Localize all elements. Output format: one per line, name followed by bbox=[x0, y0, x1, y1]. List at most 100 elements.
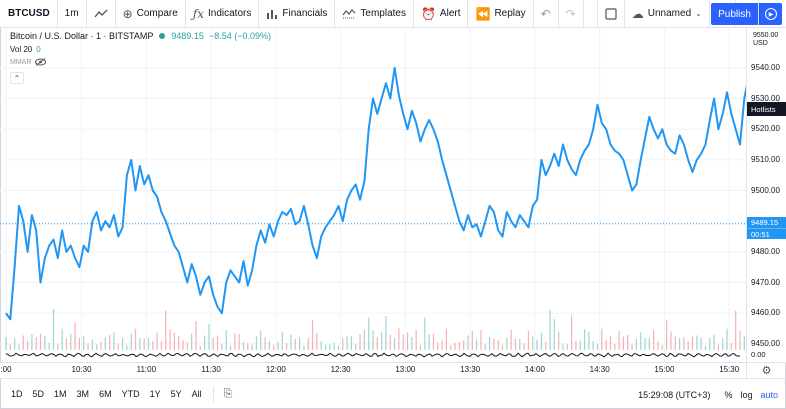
volume-bar bbox=[743, 335, 745, 350]
axis-currency: USD bbox=[753, 40, 768, 47]
volume-bar bbox=[506, 337, 508, 350]
layout-menu-button[interactable]: ☁ Unnamed ⌄ bbox=[625, 0, 710, 28]
price-axis[interactable]: 9550.00 USD 9540.00 9530.00 9520.00 9510.00 9… bbox=[746, 28, 786, 362]
volume-bar bbox=[648, 338, 650, 350]
volume-label[interactable]: Vol 20 bbox=[10, 45, 33, 54]
range-button-5y[interactable]: 5Y bbox=[170, 389, 182, 399]
range-button-3m[interactable]: 3M bbox=[76, 389, 90, 399]
indicators-button[interactable]: ƒx Indicators bbox=[186, 0, 260, 28]
volume-bar bbox=[596, 343, 599, 350]
volume-bar bbox=[722, 338, 724, 350]
range-button-5d[interactable]: 5D bbox=[32, 389, 45, 399]
undo-button[interactable]: ↶ bbox=[534, 0, 559, 28]
axis-top-value: 9550.00 bbox=[753, 32, 779, 39]
volume-bar bbox=[238, 334, 240, 350]
volume-bar bbox=[376, 337, 378, 350]
volume-bar bbox=[130, 333, 132, 350]
price-tick: 9540.00 bbox=[751, 62, 780, 72]
price-chart[interactable] bbox=[0, 28, 746, 362]
indicator-pane-line bbox=[5, 352, 741, 358]
fullscreen-square-button[interactable] bbox=[596, 0, 625, 28]
volume-bar bbox=[571, 315, 573, 350]
volume-bar bbox=[519, 338, 521, 350]
axis-settings-button[interactable]: ⚙ bbox=[746, 362, 786, 378]
volume-bar bbox=[441, 340, 443, 350]
volume-bar bbox=[735, 310, 737, 350]
price-series-line bbox=[5, 66, 746, 321]
volume-bar bbox=[532, 336, 534, 350]
bottom-toolbar: 1D 5D 1M 3M 6M YTD 1Y 5Y All ⎘ 15:29:08 (UTC+3) … bbox=[0, 378, 786, 409]
clock-timezone[interactable]: 15:29:08 (UTC+3) bbox=[638, 389, 711, 400]
volume-bar bbox=[303, 345, 305, 350]
volume-bar bbox=[463, 340, 465, 350]
hotlists-button[interactable]: Hotlists bbox=[747, 102, 786, 116]
volume-bar bbox=[277, 341, 279, 350]
go-to-date-button[interactable]: ⎘ bbox=[220, 388, 237, 401]
symbol-search-button[interactable]: BTCUSD bbox=[0, 0, 58, 28]
volume-bar bbox=[281, 331, 283, 350]
volume-bar bbox=[670, 331, 672, 350]
interval-button[interactable]: 1m bbox=[58, 0, 87, 28]
time-tick: 15:30 bbox=[719, 365, 740, 374]
volume-bar bbox=[156, 332, 158, 350]
redo-button[interactable]: ↷ bbox=[559, 0, 584, 28]
collapse-legend-button[interactable]: ⌃ bbox=[10, 72, 24, 84]
countdown-value: 00:51 bbox=[751, 230, 770, 239]
auto-scale-toggle[interactable]: auto bbox=[760, 389, 778, 400]
volume-bar bbox=[109, 335, 111, 350]
time-axis[interactable]: :00 10:30 11:00 11:30 12:00 12:30 13:00 13:30 14… bbox=[0, 362, 746, 378]
financials-button[interactable]: Financials bbox=[259, 0, 336, 28]
volume-bar bbox=[113, 332, 115, 350]
volume-bar bbox=[592, 341, 594, 350]
range-button-1y[interactable]: 1Y bbox=[149, 389, 161, 399]
replay-button[interactable]: ⏪ Replay bbox=[468, 0, 534, 28]
volume-bar bbox=[311, 319, 314, 350]
volume-bar bbox=[251, 344, 253, 350]
chevron-down-icon: ⌄ bbox=[695, 8, 702, 18]
function-icon: ƒx bbox=[192, 6, 204, 21]
replay-label: Replay bbox=[494, 8, 526, 19]
volume-bar bbox=[372, 330, 374, 350]
time-tick: 14:00 bbox=[524, 365, 545, 374]
volume-bar bbox=[445, 328, 447, 350]
volume-bar bbox=[476, 339, 478, 350]
volume-bar bbox=[91, 339, 93, 350]
compare-button[interactable]: ⊕ Compare bbox=[116, 0, 186, 28]
volume-bar bbox=[553, 319, 555, 350]
volume-bar bbox=[389, 334, 391, 350]
volume-bar bbox=[614, 343, 616, 350]
range-button-1m[interactable]: 1M bbox=[54, 389, 67, 399]
undo-icon: ↶ bbox=[540, 6, 551, 21]
range-button-6m[interactable]: 6M bbox=[99, 389, 112, 399]
publish-button[interactable]: Publish bbox=[711, 3, 758, 25]
volume-bar bbox=[631, 344, 633, 350]
range-button-1d[interactable]: 1D bbox=[11, 389, 23, 399]
volume-bar bbox=[126, 345, 128, 350]
legend-title[interactable]: Bitcoin / U.S. Dollar · 1 · BITSTAMP bbox=[10, 31, 154, 41]
chart-type-button[interactable] bbox=[87, 0, 116, 28]
publish-video-button[interactable]: ▶ bbox=[759, 3, 782, 25]
volume-bar bbox=[501, 344, 504, 350]
templates-button[interactable]: Templates bbox=[335, 0, 414, 28]
time-tick: 12:00 bbox=[265, 365, 286, 374]
range-button-ytd[interactable]: YTD bbox=[121, 389, 140, 399]
range-button-all[interactable]: All bbox=[191, 389, 202, 399]
eye-icon[interactable] bbox=[35, 58, 47, 66]
chart-legend: Bitcoin / U.S. Dollar · 1 · BITSTAMP 948… bbox=[10, 31, 271, 41]
mmar-label[interactable]: MMAR bbox=[10, 58, 32, 66]
volume-value: 0 bbox=[36, 45, 41, 54]
alert-button[interactable]: ⏰ Alert bbox=[414, 0, 469, 28]
volume-bar bbox=[134, 328, 137, 350]
bar-chart-icon bbox=[267, 9, 278, 19]
volume-bar bbox=[216, 335, 219, 350]
volume-bar bbox=[342, 338, 344, 350]
price-tick: 9530.00 bbox=[751, 93, 780, 103]
log-scale-toggle[interactable]: log bbox=[740, 389, 753, 400]
volume-bar bbox=[324, 344, 327, 350]
volume-bar bbox=[83, 336, 85, 350]
percent-scale-toggle[interactable]: % bbox=[724, 389, 733, 400]
volume-bar bbox=[644, 337, 646, 350]
volume-bar bbox=[700, 337, 702, 350]
alarm-clock-icon: ⏰ bbox=[420, 6, 436, 21]
volume-bars bbox=[5, 309, 745, 350]
